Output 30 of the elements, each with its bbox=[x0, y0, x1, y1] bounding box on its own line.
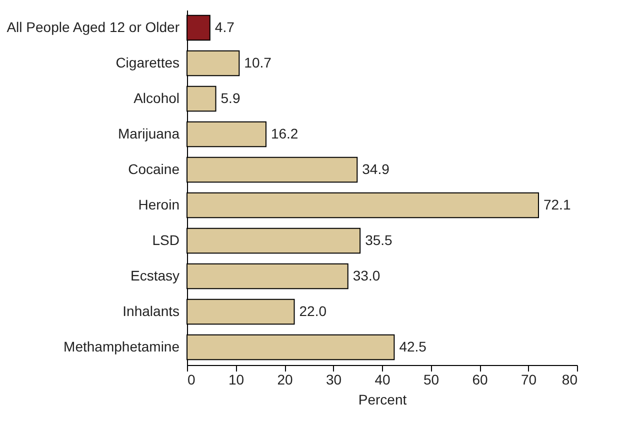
x-axis-title: Percent bbox=[358, 392, 407, 408]
data-label: 5.9 bbox=[220, 90, 240, 106]
data-label: 22.0 bbox=[299, 302, 327, 319]
y-tick-label: Cocaine bbox=[128, 160, 180, 177]
data-label: 72.1 bbox=[543, 196, 571, 212]
data-label: 33.0 bbox=[352, 267, 380, 284]
x-tick-label: 30 bbox=[326, 372, 342, 388]
data-label: 10.7 bbox=[244, 54, 272, 70]
x-tick-label: 70 bbox=[520, 372, 537, 388]
y-tick-label: LSD bbox=[152, 232, 180, 248]
x-tick-label: 20 bbox=[277, 372, 293, 388]
x-tick-label: 40 bbox=[374, 372, 390, 388]
data-label: 4.7 bbox=[214, 18, 235, 35]
data-label: 16.2 bbox=[270, 125, 298, 142]
y-tick-label: Cigarettes bbox=[116, 54, 180, 70]
data-label: 34.9 bbox=[362, 160, 390, 177]
x-tick-label: 60 bbox=[472, 372, 488, 388]
x-tick-label: 50 bbox=[423, 372, 440, 388]
x-tick-label: 10 bbox=[228, 372, 244, 388]
y-tick-label: Alcohol bbox=[134, 90, 180, 106]
x-tick-label: 0 bbox=[188, 372, 196, 388]
y-tick-label: Heroin bbox=[138, 196, 180, 212]
y-tick-label: Methamphetamine bbox=[64, 338, 180, 354]
y-tick-label: Marijuana bbox=[118, 125, 180, 142]
x-tick-label: 80 bbox=[562, 372, 578, 388]
data-label: 42.5 bbox=[399, 338, 427, 354]
y-tick-label: Ecstasy bbox=[130, 267, 180, 284]
y-tick-label: Inhalants bbox=[122, 302, 180, 319]
y-tick-label: All People Aged 12 or Older bbox=[6, 18, 180, 35]
data-label: 35.5 bbox=[365, 232, 393, 248]
